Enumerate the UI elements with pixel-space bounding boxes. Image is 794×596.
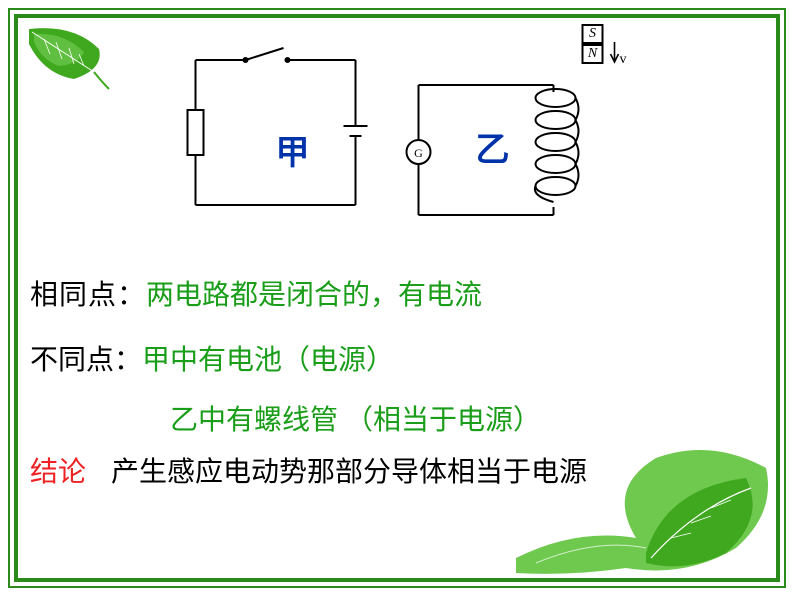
diff-points-line1: 不同点：甲中有电池（电源） (30, 340, 774, 382)
velocity-arrow: v (609, 40, 627, 73)
leaf-decoration-top (24, 24, 114, 94)
circuit-diagrams: 甲 G (176, 30, 619, 230)
svg-text:G: G (414, 146, 423, 160)
circuit-jia: 甲 (176, 30, 376, 220)
diff-content1: 甲中有电池（电源） (142, 345, 394, 376)
same-points-line: 相同点：两电路都是闭合的，有电流 (30, 275, 774, 317)
circuit-yi: G S N v 乙 (404, 30, 619, 230)
circuit-yi-label: 乙 (476, 122, 510, 171)
bar-magnet: S N (582, 24, 604, 64)
same-content: 两电路都是闭合的，有电流 (146, 280, 482, 311)
diff-content2: 乙中有螺线管 （相当于电源） (170, 405, 541, 436)
leaf-decoration-bottom (516, 428, 776, 578)
conclusion-label: 结论 (30, 457, 86, 488)
magnet-n-pole: N (582, 44, 604, 64)
circuit-jia-label: 甲 (276, 125, 310, 174)
diff-label: 不同点： (30, 340, 142, 382)
magnet-s-pole: S (582, 24, 604, 44)
same-label: 相同点： (30, 275, 146, 317)
velocity-label: v (620, 52, 627, 68)
